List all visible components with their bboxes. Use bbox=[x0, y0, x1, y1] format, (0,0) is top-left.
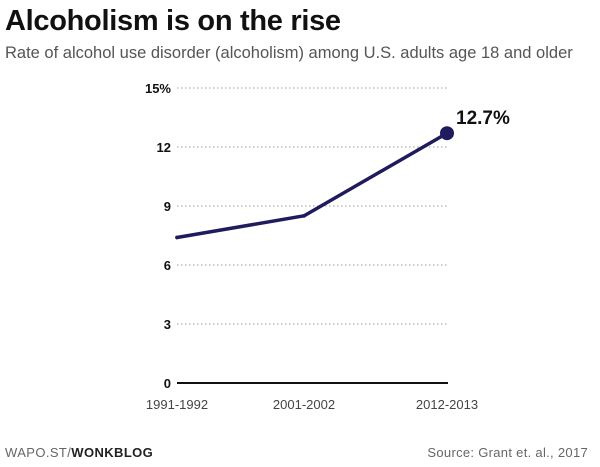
annotations: 12.7% bbox=[440, 108, 510, 141]
y-tick-label-0: 0 bbox=[164, 376, 171, 391]
y-tick-label-3: 3 bbox=[164, 317, 171, 332]
endpoint-value-label: 12.7% bbox=[456, 108, 510, 129]
credit-prefix: WAPO.ST/ bbox=[5, 445, 72, 460]
gridlines bbox=[177, 87, 448, 384]
x-axis-tick-labels: 1991-1992 2001-2002 2012-2013 bbox=[146, 397, 478, 412]
y-tick-label-6: 6 bbox=[164, 258, 171, 273]
chart-subtitle: Rate of alcohol use disorder (alcoholism… bbox=[5, 44, 573, 62]
x-tick-label-2012-2013: 2012-2013 bbox=[416, 397, 478, 412]
y-axis-tick-labels: 0 3 6 9 12 15% bbox=[145, 81, 171, 391]
source-note: Source: Grant et. al., 2017 bbox=[427, 445, 588, 460]
y-tick-label-12: 12 bbox=[157, 140, 171, 155]
y-tick-label-15: 15% bbox=[145, 81, 171, 96]
line-chart: 0 3 6 9 12 15% 1991-1992 2001-2002 2012-2013 12… bbox=[145, 81, 510, 412]
x-tick-label-1991-1992: 1991-1992 bbox=[146, 397, 208, 412]
y-tick-label-9: 9 bbox=[164, 199, 171, 214]
credit-line[interactable]: WAPO.ST/WONKBLOG bbox=[5, 443, 153, 463]
endpoint-marker bbox=[440, 126, 454, 141]
data-series bbox=[175, 131, 449, 240]
footer: WAPO.ST/WONKBLOG Source: Grant et. al., … bbox=[0, 443, 600, 467]
series-line-0 bbox=[175, 131, 449, 240]
credit-brand: WONKBLOG bbox=[71, 445, 154, 460]
x-tick-label-2001-2002: 2001-2002 bbox=[273, 397, 335, 412]
data-point-2001-2002 bbox=[302, 214, 306, 218]
chart-title: Alcoholism is on the rise bbox=[5, 5, 341, 37]
data-point-1991-1992 bbox=[175, 235, 179, 240]
